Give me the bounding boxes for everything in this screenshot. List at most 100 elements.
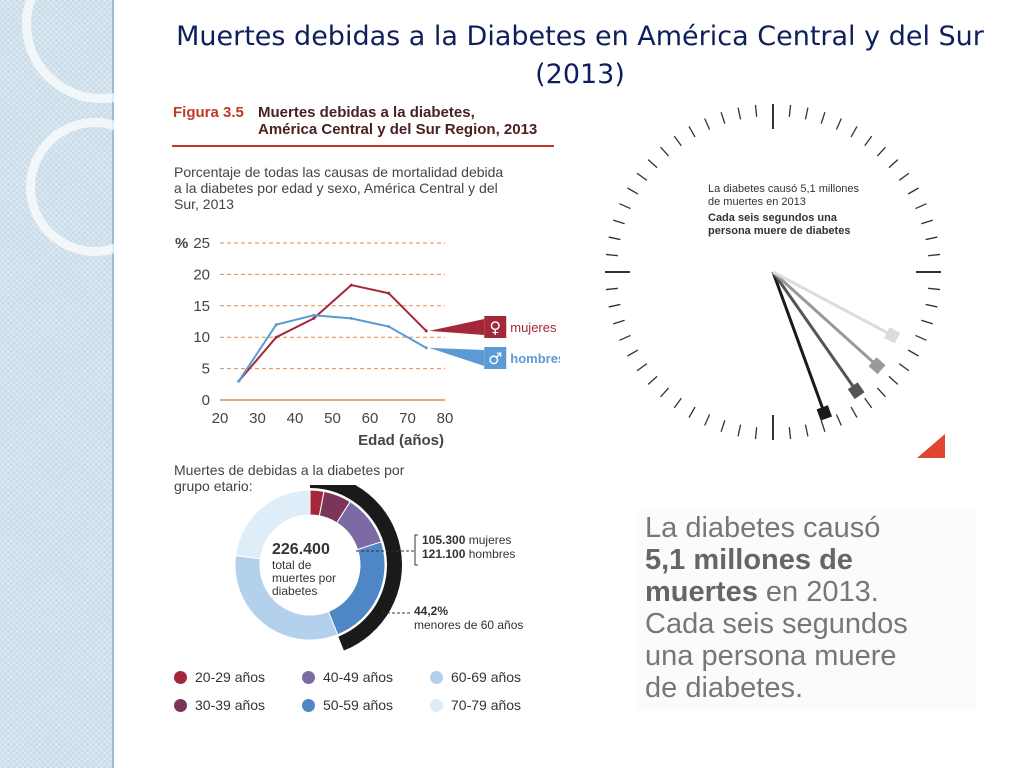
clock-tick: [835, 118, 842, 130]
clock-hand: [771, 271, 826, 414]
clock-tick: [704, 118, 711, 130]
clock-tick: [820, 420, 826, 432]
female-icon: [484, 316, 507, 338]
clock-tick: [619, 334, 631, 341]
legend-swatch: [174, 698, 187, 712]
donut-heading: Muertes de debidas a la diabetes por gru…: [174, 462, 404, 494]
figure-subtitle-line3: Sur, 2013: [174, 196, 234, 212]
callout-line1: La diabetes causó: [645, 512, 881, 544]
legend-label: 70-79 años: [451, 697, 522, 713]
male-symbol: ♂: [488, 349, 502, 368]
clock-tick: [788, 104, 792, 117]
slide-title: Muertes debidas a la Diabetes en América…: [176, 21, 984, 90]
clock-tick: [673, 135, 682, 147]
men-label: hombres: [468, 547, 516, 561]
clock-tick: [850, 406, 858, 418]
figure-title-line1: Muertes debidas a la diabetes,: [258, 104, 475, 121]
women-count: 105.300: [422, 533, 466, 547]
x-tick-label: 80: [437, 410, 454, 427]
figure-title: Muertes debidas a la diabetes, América C…: [258, 104, 537, 138]
clock-tick: [636, 363, 648, 372]
clock-tick: [850, 126, 858, 138]
clock-graphic: [605, 104, 945, 458]
clock-tick: [647, 159, 658, 169]
data-point: [274, 335, 278, 339]
clock-tick: [898, 363, 910, 372]
y-tick-label: 15: [193, 298, 210, 315]
series-legend-label: hombres: [510, 351, 560, 366]
clock-caption: La diabetes causó 5,1 millones de muerte…: [708, 183, 859, 238]
clock-hand: [771, 270, 879, 367]
x-tick-label: 20: [212, 410, 229, 427]
x-tick-label: 50: [324, 410, 341, 427]
callout-line4: Cada seis segundos: [645, 608, 908, 640]
data-point: [387, 325, 391, 329]
legend-item: 60-69 años: [430, 669, 521, 685]
y-tick-label: 10: [193, 329, 210, 346]
x-tick-label: 30: [249, 410, 266, 427]
clock-tick: [915, 334, 927, 341]
clock-hand-marker: [816, 405, 832, 421]
figure-rule: [172, 145, 554, 147]
clock-tick: [627, 187, 639, 195]
y-tick-label: 20: [193, 266, 210, 283]
legend-item: 50-59 años: [302, 697, 393, 713]
donut-heading-line2: grupo etario:: [174, 478, 253, 494]
legend-swatch: [302, 670, 315, 684]
callout-line5: una persona muere: [645, 640, 897, 672]
clock-tick: [928, 253, 941, 257]
data-point: [312, 316, 316, 320]
clock-tick: [613, 319, 625, 325]
clock-caption-line4: persona muere de diabetes: [708, 225, 851, 237]
clock-tick: [608, 303, 621, 308]
legend-swatch: [174, 670, 187, 684]
legend-item: 20-29 años: [174, 669, 265, 685]
callout-panel: [636, 510, 976, 710]
donut-heading-line1: Muertes de debidas a la diabetes por: [174, 462, 405, 478]
figure-label: Figura 3.5: [173, 104, 244, 121]
y-axis-label: %: [175, 235, 188, 252]
side-divider: [112, 0, 114, 768]
clock-tick: [876, 387, 886, 398]
legend-label: 30-39 años: [195, 697, 266, 713]
clock-tick: [864, 135, 873, 147]
callout-text: La diabetes causó 5,1 millones de muerte…: [645, 512, 908, 704]
data-point: [387, 291, 391, 295]
donut-total-text-2: muertes por: [272, 571, 337, 585]
clock-tick: [613, 219, 625, 225]
women-label: mujeres: [468, 533, 512, 547]
donut-total-text-1: total de: [272, 558, 312, 572]
clock-hand: [772, 270, 893, 337]
donut-hole: [260, 515, 360, 615]
callout-line6: de diabetes.: [645, 672, 804, 704]
clock-tick: [737, 424, 742, 437]
series-line-mujeres: [237, 283, 427, 382]
callout-line3-bold: muertes: [645, 576, 758, 608]
clock-tick: [888, 159, 899, 169]
clock-hand-marker: [847, 382, 865, 400]
donut-total-text-3: diabetes: [272, 584, 318, 598]
clock-tick: [673, 397, 682, 409]
figure-subtitle-line2: a la diabetes por edad y sexo, América C…: [174, 180, 498, 196]
clock-tick: [928, 287, 941, 291]
clock-hand: [771, 271, 858, 392]
legend-item: 40-49 años: [302, 669, 393, 685]
clock-tick: [720, 112, 726, 124]
clock-tick: [888, 375, 899, 385]
clock-tick: [835, 414, 842, 426]
clock-tick: [754, 427, 758, 440]
legend-swatch: [302, 698, 315, 712]
legend-swatch: [430, 698, 443, 712]
clock-tick: [915, 203, 927, 210]
legend-pointer: [429, 319, 485, 335]
figure-subtitle-line1: Porcentaje de todas las causas de mortal…: [174, 164, 504, 180]
clock-tick: [804, 107, 809, 120]
donut-annotation-age: 44,2% menores de 60 años: [414, 604, 523, 632]
data-point: [274, 323, 278, 327]
under-60-percent: 44,2%: [414, 604, 449, 618]
clock-tick: [788, 427, 792, 440]
clock-tick: [820, 112, 826, 124]
clock-tick: [704, 414, 711, 426]
clock-tick: [921, 319, 933, 325]
x-tick-label: 60: [362, 410, 379, 427]
